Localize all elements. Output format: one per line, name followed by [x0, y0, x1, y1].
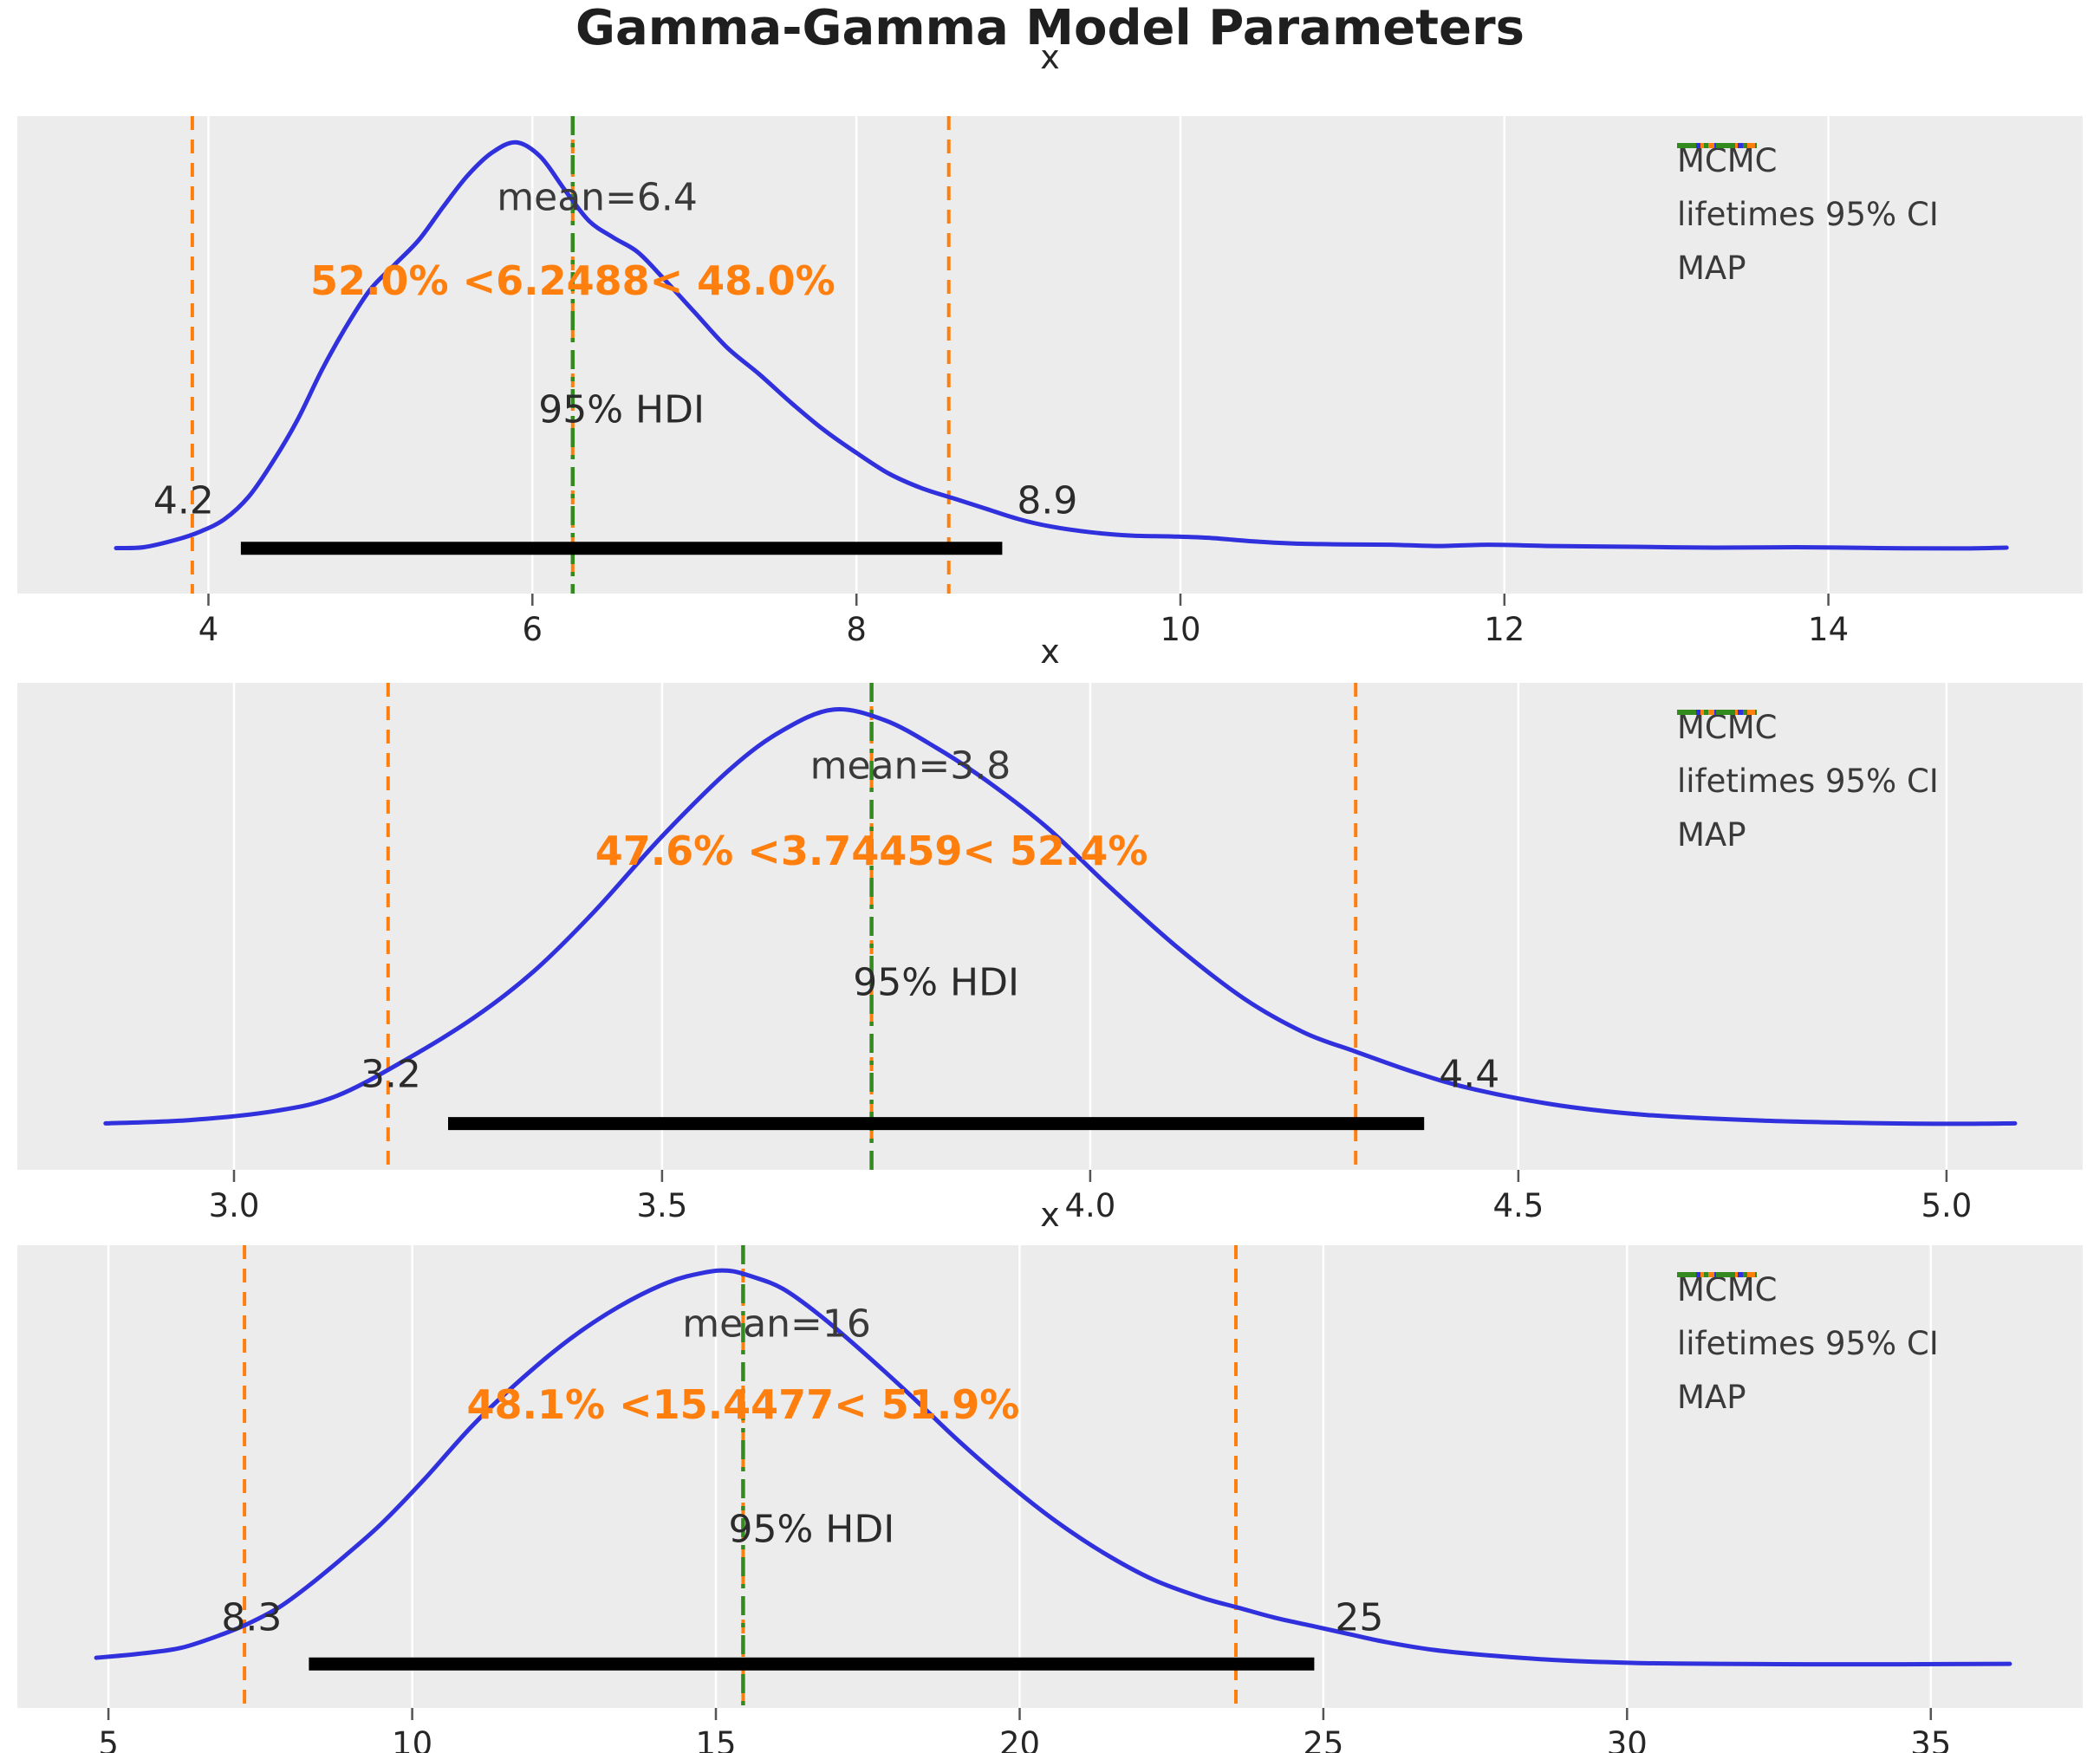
x-tick-label: 5 [98, 1725, 119, 1753]
legend-item: MAP [1677, 143, 1939, 288]
x-tick-label: 30 [1606, 1725, 1648, 1753]
hdi-upper-label: 25 [1335, 1595, 1384, 1640]
x-tick-label: 14 [1808, 611, 1850, 648]
subplot-3: mean=16 48.1% <15.4477< 51.9% 95% HDI 8.… [17, 1245, 2083, 1753]
x-tick-label: 4.0 [1064, 1187, 1116, 1224]
legend: MCMC lifetimes 95% CI MAP [1677, 707, 1939, 854]
x-tick-label: 8 [846, 611, 867, 648]
legend-item: MAP [1677, 710, 1939, 854]
mean-annotation: mean=3.8 [809, 743, 1011, 789]
figure-title: Gamma-Gamma Model Parameters [575, 0, 1525, 56]
hdi-lower-label: 3.2 [360, 1052, 421, 1097]
legend-item: lifetimes 95% CI [1677, 143, 1939, 234]
hdi-lower-label: 8.3 [221, 1595, 283, 1640]
x-tick-label: 6 [522, 611, 543, 648]
x-tick-label: 4 [198, 611, 219, 648]
kde-curve [94, 1268, 2012, 1667]
x-tick-label: 5.0 [1921, 1187, 1973, 1224]
x-tick-label: 4.5 [1492, 1187, 1544, 1224]
legend-item: lifetimes 95% CI [1677, 710, 1939, 801]
plot-background [17, 116, 2083, 594]
legend: MCMC lifetimes 95% CI MAP [1677, 140, 1939, 288]
kde-plot-1 [17, 116, 2083, 606]
legend-label: lifetimes 95% CI [1677, 195, 1939, 233]
subplot-title-2: x [1040, 633, 1060, 671]
hdi-upper-label: 4.4 [1439, 1052, 1500, 1097]
subplot-1: mean=6.4 52.0% <6.2488< 48.0% 95% HDI 4.… [17, 116, 2083, 663]
x-tick-label: 10 [392, 1725, 433, 1753]
x-tick-label: 25 [1303, 1725, 1344, 1753]
mean-annotation: mean=6.4 [497, 175, 698, 220]
legend-line-sample-dashdot [1677, 143, 1757, 148]
x-tick-label: 3.0 [208, 1187, 260, 1224]
hdi-lower-label: 4.2 [153, 478, 214, 523]
hdi-upper-label: 8.9 [1017, 478, 1078, 523]
hdi-annotation: 95% HDI [853, 960, 1019, 1005]
legend: MCMC lifetimes 95% CI MAP [1677, 1269, 1939, 1417]
legend-label: MAP [1677, 249, 1746, 287]
x-tick-label: 35 [1910, 1725, 1952, 1753]
x-tick-label: 10 [1160, 611, 1201, 648]
legend-label: MAP [1677, 815, 1746, 854]
plot-background [17, 683, 2083, 1170]
hdi-annotation: 95% HDI [538, 387, 705, 432]
x-tick-label: 20 [998, 1725, 1041, 1753]
ci-annotation: 47.6% <3.74459< 52.4% [595, 827, 1148, 874]
x-tick-label: 15 [695, 1725, 737, 1753]
kde-curve [103, 707, 2018, 1126]
hdi-annotation: 95% HDI [728, 1507, 895, 1552]
legend-item: MAP [1677, 1272, 1939, 1417]
subplot-2: mean=3.8 47.6% <3.74459< 52.4% 95% HDI 3… [17, 683, 2083, 1239]
legend-label: lifetimes 95% CI [1677, 1324, 1939, 1362]
legend-label: MAP [1677, 1378, 1746, 1416]
legend-label: lifetimes 95% CI [1677, 762, 1939, 800]
x-tick-label: 12 [1484, 611, 1525, 648]
kde-plot-3 [17, 1245, 2083, 1720]
kde-curve [114, 140, 2009, 551]
subplot-title-3: x [1040, 1196, 1060, 1234]
ci-annotation: 52.0% <6.2488< 48.0% [309, 257, 835, 305]
legend-line-sample-dashdot [1677, 710, 1757, 715]
plot-background [17, 1245, 2083, 1708]
ci-annotation: 48.1% <15.4477< 51.9% [466, 1381, 1020, 1429]
legend-item: lifetimes 95% CI [1677, 1272, 1939, 1363]
legend-line-sample-dashdot [1677, 1272, 1757, 1277]
mean-annotation: mean=16 [682, 1302, 871, 1347]
kde-plot-2 [17, 683, 2083, 1182]
subplot-title-1: x [1040, 38, 1060, 76]
x-tick-label: 3.5 [636, 1187, 688, 1224]
